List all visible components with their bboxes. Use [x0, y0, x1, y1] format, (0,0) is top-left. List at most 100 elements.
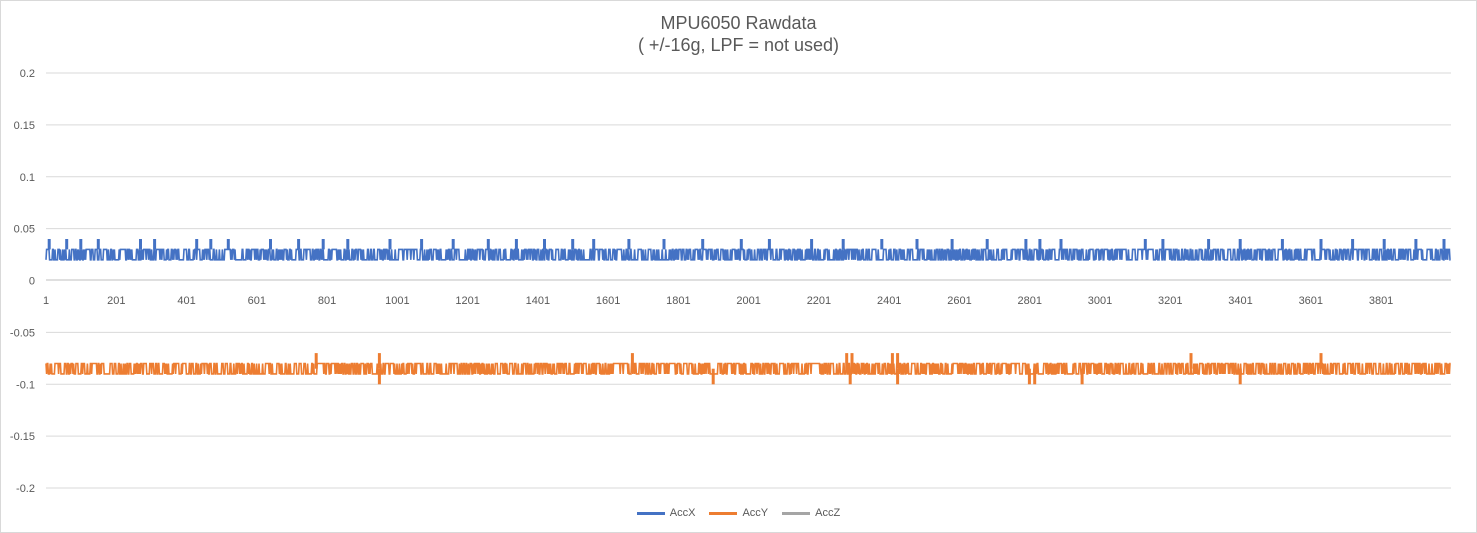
x-tick-label: 2001: [736, 295, 760, 307]
x-tick-label: 3201: [1158, 295, 1182, 307]
series-AccY-spike-2: [630, 353, 634, 369]
x-tick-label: 1601: [596, 295, 620, 307]
x-tick-label: 2401: [877, 295, 901, 307]
series-AccY-noise: [45, 362, 1451, 375]
x-tick-label: 1: [43, 295, 49, 307]
series-AccX-spike-27: [841, 239, 845, 250]
series-AccX-spike-34: [1059, 239, 1063, 250]
series-AccX-spike-5: [153, 239, 157, 250]
series-AccX-spike-26: [810, 239, 814, 250]
series-AccY-spike-14: [1033, 368, 1037, 385]
series-AccX-spike-16: [486, 239, 490, 250]
series-AccX-spike-22: [662, 239, 666, 250]
y-tick-label: 0.1: [20, 172, 35, 184]
series-AccX-spike-18: [543, 239, 546, 250]
series-AccX-spike-35: [1143, 239, 1147, 250]
series-AccY-spike-5: [890, 353, 894, 369]
series-AccX-line: [45, 239, 1451, 261]
series-AccX-spike-20: [592, 239, 596, 250]
series-AccX-spike-9: [269, 239, 272, 250]
x-tick-label: 2201: [807, 295, 831, 307]
y-tick-label: -0.2: [16, 483, 35, 495]
series-AccX-spike-39: [1280, 239, 1284, 250]
x-tick-label: 2801: [1018, 295, 1042, 307]
series-AccX-spike-2: [79, 239, 83, 250]
y-tick-label: 0.05: [14, 224, 35, 236]
series-AccX-spike-24: [739, 239, 743, 250]
series-AccX-spike-40: [1319, 239, 1323, 250]
chart-subtitle: ( +/-16g, LPF = not used): [637, 35, 840, 55]
series-AccY-spike-1: [377, 353, 381, 369]
series-AccY-spike-11: [848, 368, 852, 385]
series-AccX-spike-38: [1238, 239, 1242, 250]
series-AccX-spike-0: [47, 239, 51, 250]
series-AccX-spike-17: [514, 239, 518, 250]
series-AccX-spike-37: [1207, 239, 1211, 250]
y-tick-label: 0: [29, 276, 35, 288]
series-AccX-spike-41: [1351, 239, 1355, 250]
series-AccX-spike-43: [1414, 239, 1418, 250]
x-tick-label: 3801: [1369, 295, 1393, 307]
series-AccX-spike-6: [195, 239, 199, 250]
series-AccX-spike-32: [1024, 239, 1028, 250]
y-tick-label: 0.15: [14, 120, 35, 132]
legend-label-AccY: AccY: [742, 507, 769, 519]
series-AccX-spike-21: [627, 239, 631, 250]
series-AccX-spike-28: [880, 239, 884, 250]
legend: AccX AccY AccZ: [1, 507, 1476, 519]
series-AccX-spike-30: [950, 239, 954, 250]
series-AccX-spike-1: [65, 239, 69, 250]
axes: 0.20.150.10.050-0.05-0.1-0.15-0.21 201 401…: [10, 68, 1451, 495]
legend-swatch-AccX: [636, 511, 665, 515]
series-AccX-spike-23: [701, 239, 705, 250]
x-tick-label: 1201: [455, 295, 479, 307]
series-AccY-spike-13: [1027, 368, 1031, 385]
chart-title-main: MPU6050 Rawdata: [660, 13, 817, 33]
series-AccX-spike-8: [226, 239, 230, 250]
series-AccY-spike-16: [1238, 368, 1242, 385]
series-AccY-spike-15: [1080, 368, 1084, 385]
series-AccX-spike-7: [209, 239, 213, 250]
x-tick-label: 401: [177, 295, 195, 307]
x-tick-label: 801: [318, 295, 336, 307]
legend-entry-AccY: AccY: [709, 507, 768, 519]
x-tick-label: 1801: [666, 295, 690, 307]
x-tick-label: 1001: [385, 295, 409, 307]
y-tick-label: 0.2: [20, 68, 35, 80]
chart-title: MPU6050 Rawdata ( +/-16g, LPF = not used…: [1, 12, 1476, 56]
series-AccX-spike-11: [321, 239, 325, 250]
x-tick-label: 3001: [1088, 295, 1112, 307]
legend-label-AccZ: AccZ: [815, 507, 841, 519]
series-AccX-noise: [45, 248, 1451, 261]
series-AccX-spike-10: [297, 239, 301, 250]
series-AccX-spike-14: [420, 239, 424, 250]
x-tick-label: 201: [107, 295, 125, 307]
legend-label-AccX: AccX: [669, 507, 696, 519]
series-AccX-spike-13: [388, 239, 392, 250]
series-AccY-spike-6: [896, 353, 900, 369]
x-tick-label: 2601: [947, 295, 971, 307]
series-AccX-spike-36: [1161, 239, 1165, 250]
series-AccY-spike-12: [896, 368, 900, 385]
y-tick-label: -0.05: [10, 327, 35, 339]
series-AccY-spike-8: [1319, 353, 1323, 369]
series-AccX-spike-31: [985, 239, 989, 250]
legend-entry-AccX: AccX: [636, 507, 696, 519]
legend-swatch-AccZ: [782, 511, 811, 515]
x-tick-label: 3601: [1299, 295, 1323, 307]
series-AccX-spike-4: [139, 239, 142, 250]
series-AccY-spike-0: [314, 353, 318, 369]
series-AccX-spike-44: [1442, 239, 1446, 250]
series-AccX-spike-29: [915, 239, 919, 250]
series-AccY-spike-9: [377, 368, 381, 385]
series-AccY-line: [45, 353, 1451, 385]
y-tick-label: -0.1: [16, 379, 35, 391]
series-AccX-spike-12: [346, 239, 350, 250]
series-AccX-spike-15: [451, 239, 455, 250]
gridlines: [46, 72, 1451, 489]
series-AccY-spike-10: [711, 368, 715, 385]
series-AccY-spike-7: [1189, 353, 1193, 369]
series-AccY-spike-4: [850, 353, 854, 369]
